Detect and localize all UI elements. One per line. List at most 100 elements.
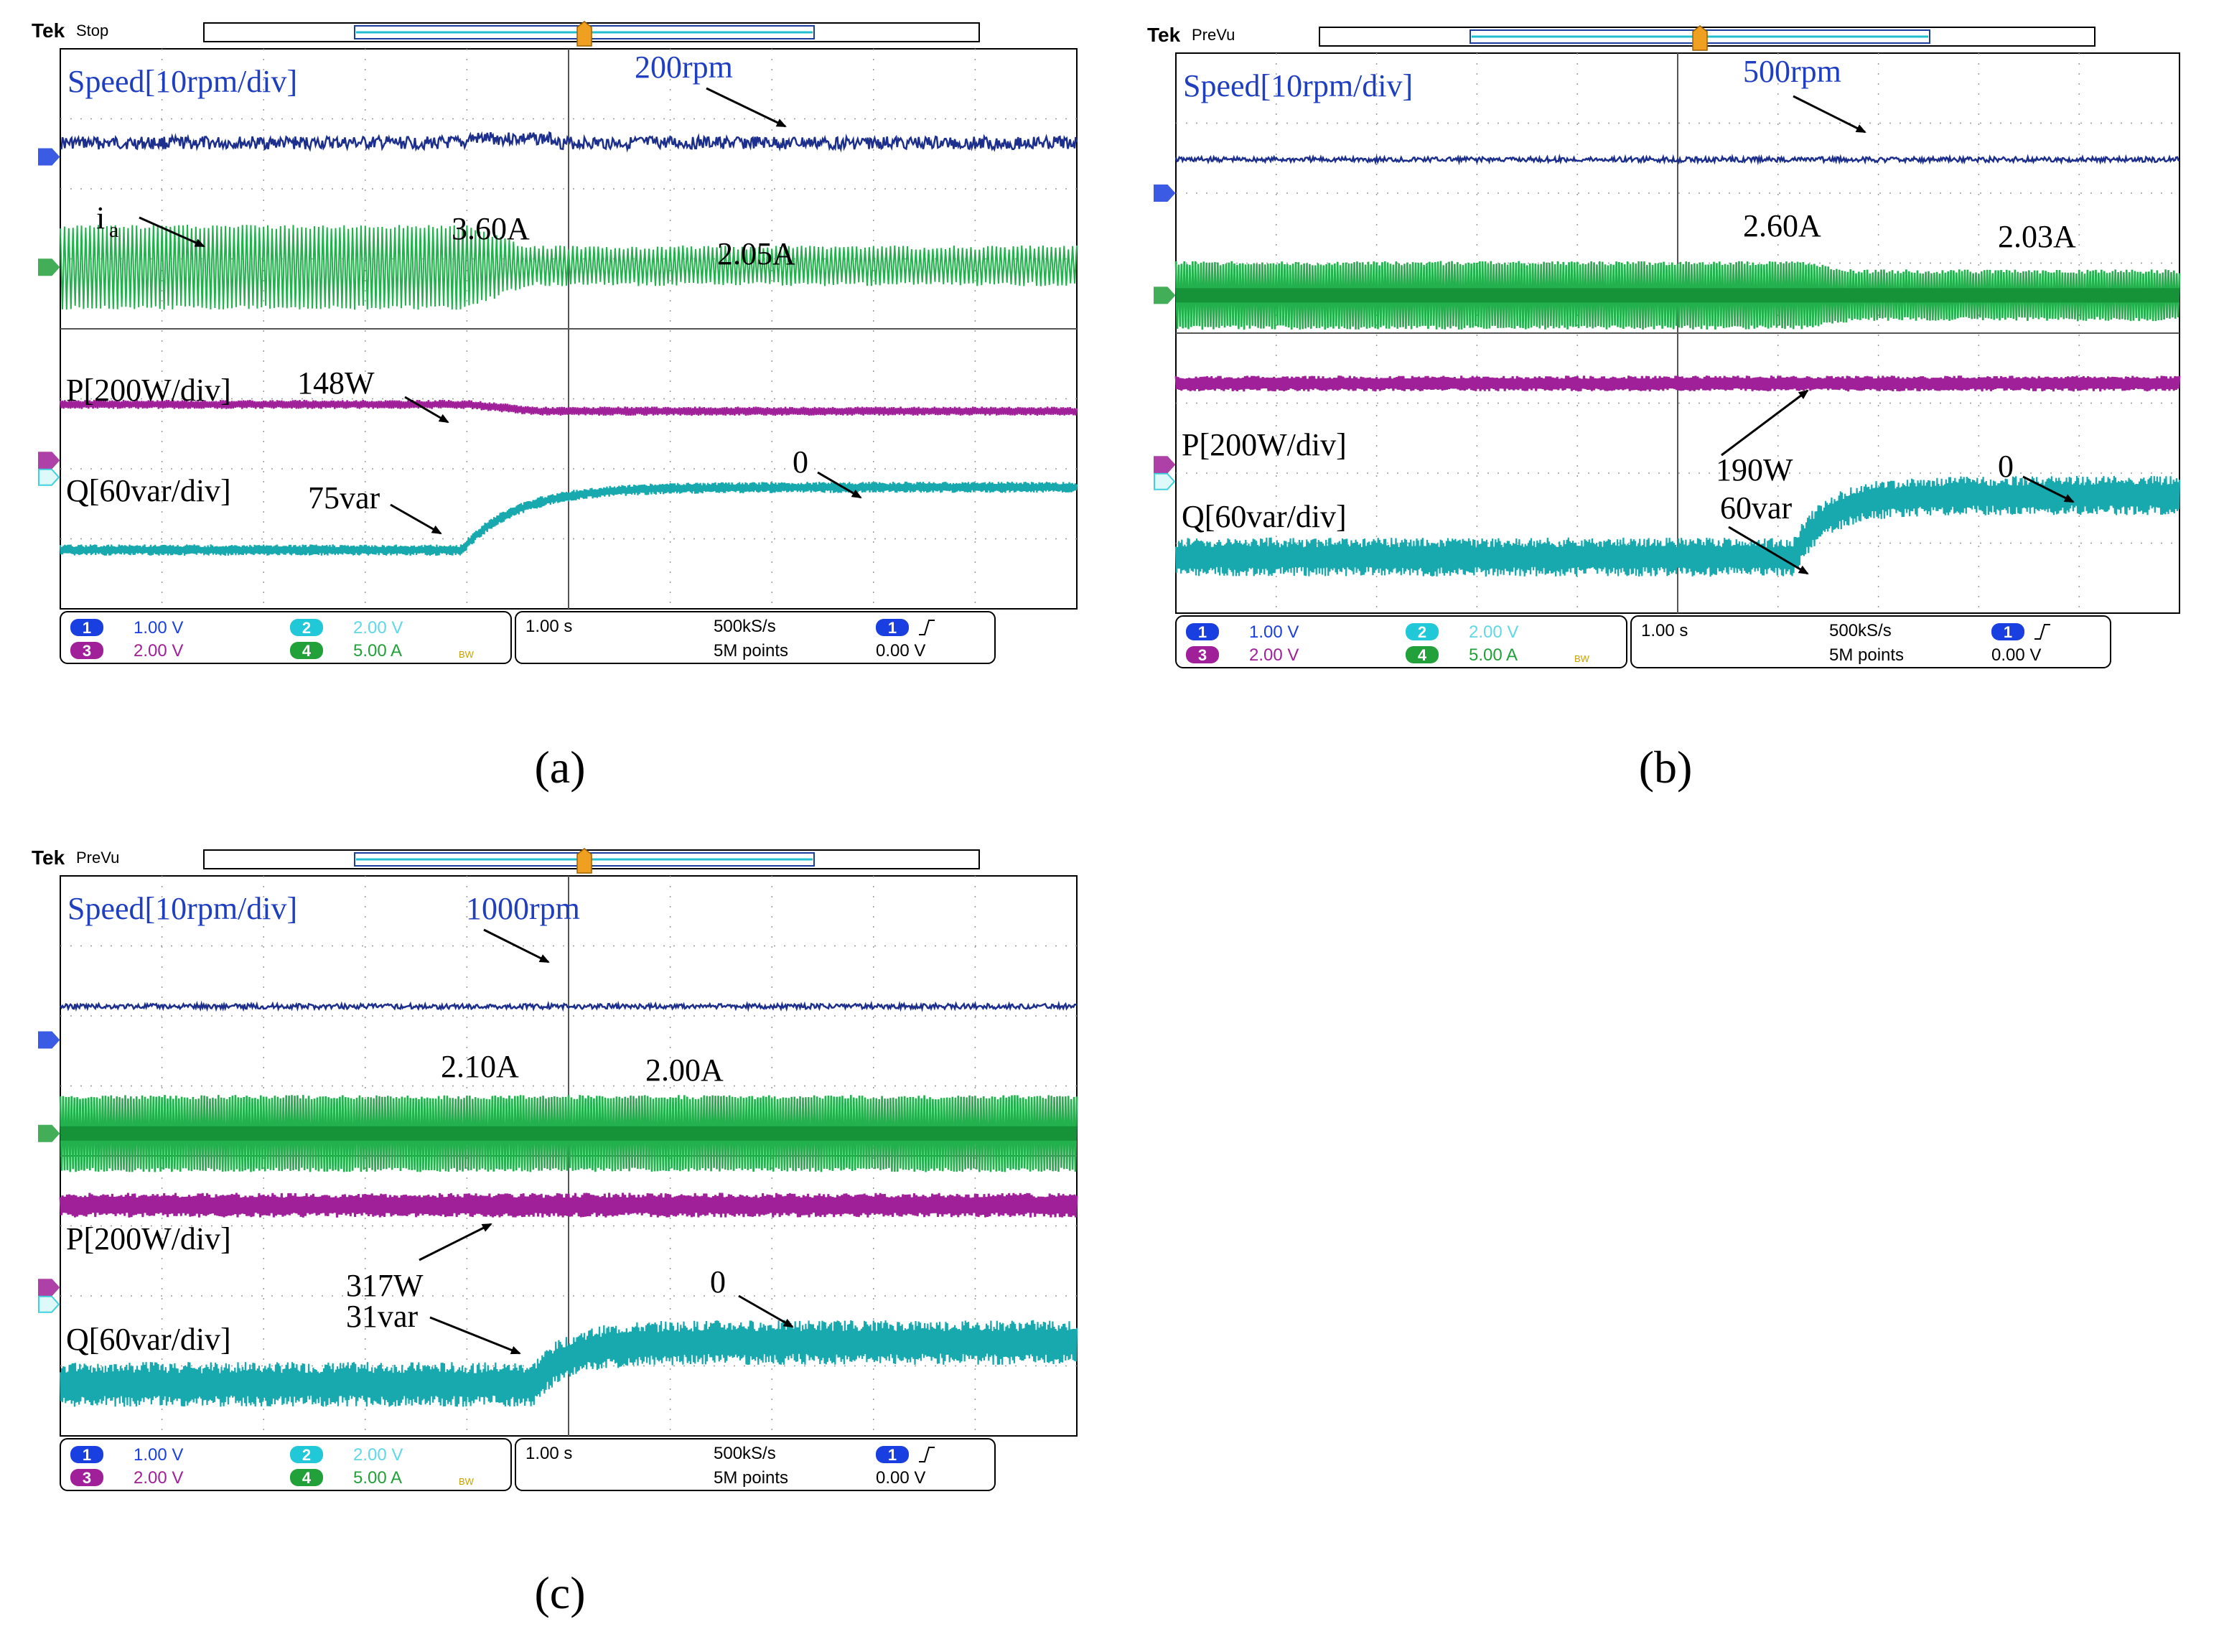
channel-1-marker (38, 148, 60, 166)
timebase-box: 1.00 s 500kS/s 5M points 1 0.00 V (515, 611, 996, 664)
channel-info-box: 1 1.00 V 2 2.00 V 3 2.00 V 4 5.00 A BW (1175, 615, 1627, 668)
trigger-channel-badge (876, 619, 909, 636)
p-arrow (419, 1223, 492, 1261)
channel-1-scale: 1.00 V (134, 1445, 183, 1465)
bandwidth-limit-indicator: BW (1574, 653, 1590, 664)
timebase-box: 1.00 s 500kS/s 5M points 1 0.00 V (1630, 615, 2111, 668)
channel-1-number: 1 (83, 619, 91, 637)
scope-panel-a: Tek Stop Speed[10rpm/div] P[200W/div] Q[60va… (32, 19, 1078, 793)
current-before-annotation: 2.10A (441, 1049, 519, 1084)
p-arrow (404, 396, 449, 424)
scope-brand: Tek (32, 19, 65, 42)
p-trace (59, 399, 1078, 416)
current-after-annotation: 2.03A (1998, 219, 2076, 254)
channel-4-marker (38, 258, 60, 276)
trigger-level: 0.00 V (876, 1468, 925, 1488)
speed-annotation: 500rpm (1743, 54, 1841, 89)
scope-mode: PreVu (76, 849, 119, 867)
ia-arrow (139, 216, 205, 248)
trigger-slope-icon (2034, 624, 2050, 640)
q-after-annotation: 0 (793, 444, 808, 480)
channel-4-marker (1154, 286, 1176, 304)
graticule (1176, 53, 2179, 613)
channel-4-badge (290, 1469, 323, 1486)
trigger-level: 0.00 V (876, 641, 925, 661)
q-after-arrow (817, 471, 862, 499)
p-trace (59, 1193, 1078, 1218)
channel-4-marker (38, 1124, 60, 1142)
time-per-div: 1.00 s (525, 1444, 572, 1463)
channel-3-scale: 2.00 V (134, 1468, 183, 1488)
q-after-annotation: 0 (710, 1264, 726, 1299)
trigger-slope-icon (919, 620, 935, 635)
channel-1-number: 1 (83, 1446, 91, 1464)
channel-1-scale: 1.00 V (1249, 622, 1299, 642)
record-length: 5M points (1829, 645, 1904, 665)
q-after-annotation: 0 (1998, 449, 2014, 484)
channel-1-scale: 1.00 V (134, 618, 183, 638)
ia-subscript: a (109, 218, 118, 242)
q-after-arrow (738, 1294, 794, 1328)
p-annotation: 148W (297, 365, 375, 401)
channel-2-badge (290, 1446, 323, 1463)
trigger-slope-icon (919, 1447, 935, 1462)
channel-2-number: 2 (302, 1446, 311, 1464)
p-scale-label: P[200W/div] (66, 373, 231, 408)
q-trace (59, 1320, 1078, 1407)
speed-arrow (483, 928, 550, 963)
sample-rate: 500kS/s (714, 617, 776, 636)
speed-trace (60, 131, 1078, 153)
channel-4-scale: 5.00 A (353, 641, 402, 661)
speed-arrow (706, 87, 787, 128)
channel-3-number: 3 (83, 642, 91, 660)
channel-2-number: 2 (302, 619, 311, 637)
speed-arrow (1793, 95, 1866, 134)
p-trace (1174, 375, 2181, 392)
channel-3-marker (38, 1279, 60, 1297)
scope-panel-b: Tek PreVu Speed[10rpm/div] P[200W/div] Q[60v… (1147, 24, 2181, 793)
ia-label: i (96, 200, 105, 235)
channel-1-badge (70, 619, 103, 636)
q-trace (1174, 475, 2181, 577)
channel-1-marker (1154, 185, 1176, 202)
q-scale-label: Q[60var/div] (66, 1322, 231, 1357)
trigger-channel: 1 (888, 619, 897, 637)
time-per-div: 1.00 s (525, 617, 572, 636)
p-arrow (1721, 389, 1809, 457)
trigger-position-marker (576, 848, 592, 874)
q-before-annotation: 75var (308, 480, 380, 515)
current-after-annotation: 2.05A (717, 236, 795, 271)
channel-info-box: 1 1.00 V 2 2.00 V 3 2.00 V 4 5.00 A BW (60, 611, 512, 664)
current-trace (59, 1095, 1078, 1172)
panel-caption: (c) (534, 1567, 585, 1618)
time-per-div: 1.00 s (1641, 621, 1688, 640)
bandwidth-limit-indicator: BW (459, 649, 475, 660)
speed-scale-label: Speed[10rpm/div] (67, 891, 297, 926)
scope-mode: Stop (76, 22, 108, 39)
channel-3-number: 3 (1198, 646, 1207, 664)
p-scale-label: P[200W/div] (66, 1221, 231, 1256)
q-scale-label: Q[60var/div] (66, 473, 231, 508)
channel-3-scale: 2.00 V (1249, 645, 1299, 665)
channel-2-badge (290, 619, 323, 636)
speed-scale-label: Speed[10rpm/div] (1183, 68, 1413, 103)
channel-1-badge (1186, 623, 1219, 640)
bandwidth-limit-indicator: BW (459, 1476, 475, 1487)
sample-rate: 500kS/s (1829, 621, 1892, 640)
trigger-channel: 1 (2004, 623, 2012, 641)
channel-4-number: 4 (1418, 646, 1427, 664)
speed-annotation: 200rpm (635, 50, 733, 85)
channel-2-badge (1406, 623, 1439, 640)
channel-3-badge (1186, 646, 1219, 663)
channel-3-marker (1154, 456, 1176, 474)
current-before-annotation: 3.60A (452, 211, 530, 246)
q-before-arrow (429, 1316, 521, 1355)
channel-3-badge (70, 642, 103, 659)
trigger-channel-badge (876, 1446, 909, 1463)
graticule (60, 876, 1077, 1436)
panel-caption: (a) (534, 742, 585, 793)
scope-panel-c: Tek PreVu Speed[10rpm/div] P[200W/div] Q[60v… (32, 846, 1078, 1618)
p-annotation: 190W (1716, 452, 1793, 487)
speed-trace (59, 1000, 1078, 1012)
